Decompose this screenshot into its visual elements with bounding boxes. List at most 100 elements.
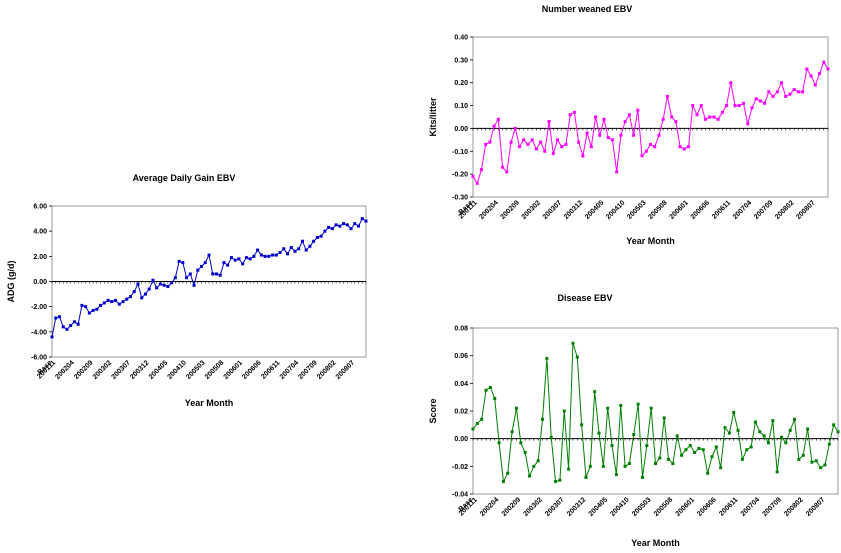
data-point [836, 430, 840, 434]
data-point [771, 419, 775, 423]
x-tick-label: 200611 [718, 496, 739, 517]
data-point [703, 117, 707, 121]
y-tick-label: 0.04 [454, 381, 468, 388]
data-point [749, 445, 753, 449]
x-tick-label: 200204 [478, 199, 500, 221]
data-point [297, 247, 301, 251]
data-point [244, 256, 248, 260]
data-point [564, 142, 568, 146]
x-tick-label: 200307 [542, 199, 564, 221]
data-point [87, 311, 91, 315]
x-tick-label: 200405 [148, 359, 170, 381]
data-point [562, 409, 566, 413]
data-point [813, 83, 817, 87]
x-tick-label: 200606 [696, 496, 718, 518]
data-point [155, 286, 159, 290]
data-point [601, 464, 605, 468]
data-point [654, 462, 657, 466]
data-point [649, 142, 652, 146]
y-tick-label: -0.20 [452, 172, 468, 179]
data-point [763, 101, 767, 105]
data-point [788, 92, 792, 96]
data-point [338, 224, 342, 228]
data-point [623, 464, 627, 468]
data-point [636, 108, 640, 112]
x-tick-label: 200802 [316, 359, 338, 381]
data-point [619, 403, 623, 407]
data-point [580, 423, 584, 427]
data-point [575, 355, 579, 359]
data-point [72, 320, 76, 324]
data-point [826, 67, 830, 71]
data-point [300, 239, 304, 243]
data-point [218, 273, 222, 277]
data-point [667, 457, 671, 461]
data-point [256, 248, 260, 252]
data-point [519, 441, 523, 445]
data-point [534, 147, 538, 151]
data-point [662, 416, 666, 420]
x-tick-label: 200704 [279, 359, 301, 381]
data-point [181, 261, 185, 265]
x-axis-label: Year Month [185, 398, 234, 408]
data-point [832, 423, 836, 427]
y-tick-label: -6.00 [31, 355, 47, 362]
data-point [775, 90, 779, 94]
data-point [84, 305, 88, 309]
y-tick-label: 0.10 [454, 103, 468, 110]
data-point [125, 297, 129, 301]
data-point [323, 229, 327, 233]
data-point [554, 480, 558, 484]
data-point [687, 145, 691, 149]
data-point [780, 435, 784, 439]
x-tick-label: 200709 [753, 199, 775, 221]
x-tick-label: 200704 [732, 199, 754, 221]
data-point [526, 142, 530, 146]
data-point [471, 174, 475, 178]
data-point [357, 224, 361, 228]
x-tick-label: 200410 [609, 496, 631, 518]
data-point [598, 133, 602, 137]
data-point [708, 115, 712, 119]
data-point [166, 285, 170, 289]
data-point [330, 227, 334, 231]
data-point [132, 290, 136, 294]
data-point [522, 138, 526, 142]
data-point [706, 471, 710, 475]
data-point [780, 81, 784, 85]
y-tick-label: -2.00 [31, 304, 47, 311]
data-point [543, 149, 547, 153]
data-point [610, 444, 614, 448]
data-point [50, 335, 54, 339]
data-point [688, 444, 692, 448]
x-tick-label: 200601 [675, 496, 697, 518]
data-point [610, 138, 614, 142]
data-point [229, 256, 233, 260]
data-point [271, 253, 275, 257]
data-point [653, 145, 657, 149]
x-tick-label: 200410 [605, 199, 627, 221]
data-point [57, 315, 61, 319]
data-point [649, 406, 653, 410]
data-point [796, 90, 800, 94]
data-point [632, 133, 636, 137]
y-tick-label: 0.08 [454, 326, 468, 333]
x-tick-label: 200204 [479, 496, 501, 518]
data-point [110, 300, 114, 304]
data-point [736, 428, 740, 432]
data-point [737, 104, 741, 108]
data-point [349, 227, 353, 231]
data-point [91, 308, 95, 312]
data-point [523, 451, 527, 454]
data-point [80, 303, 84, 307]
data-point [674, 120, 678, 124]
data-point [678, 145, 682, 149]
data-point [719, 466, 723, 470]
x-tick-label: 200209 [499, 199, 521, 221]
data-point [121, 300, 125, 304]
data-point [581, 154, 585, 158]
data-point [710, 455, 714, 459]
data-point [162, 283, 166, 287]
x-tick-label: 200601 [668, 199, 690, 221]
data-point [712, 115, 716, 119]
